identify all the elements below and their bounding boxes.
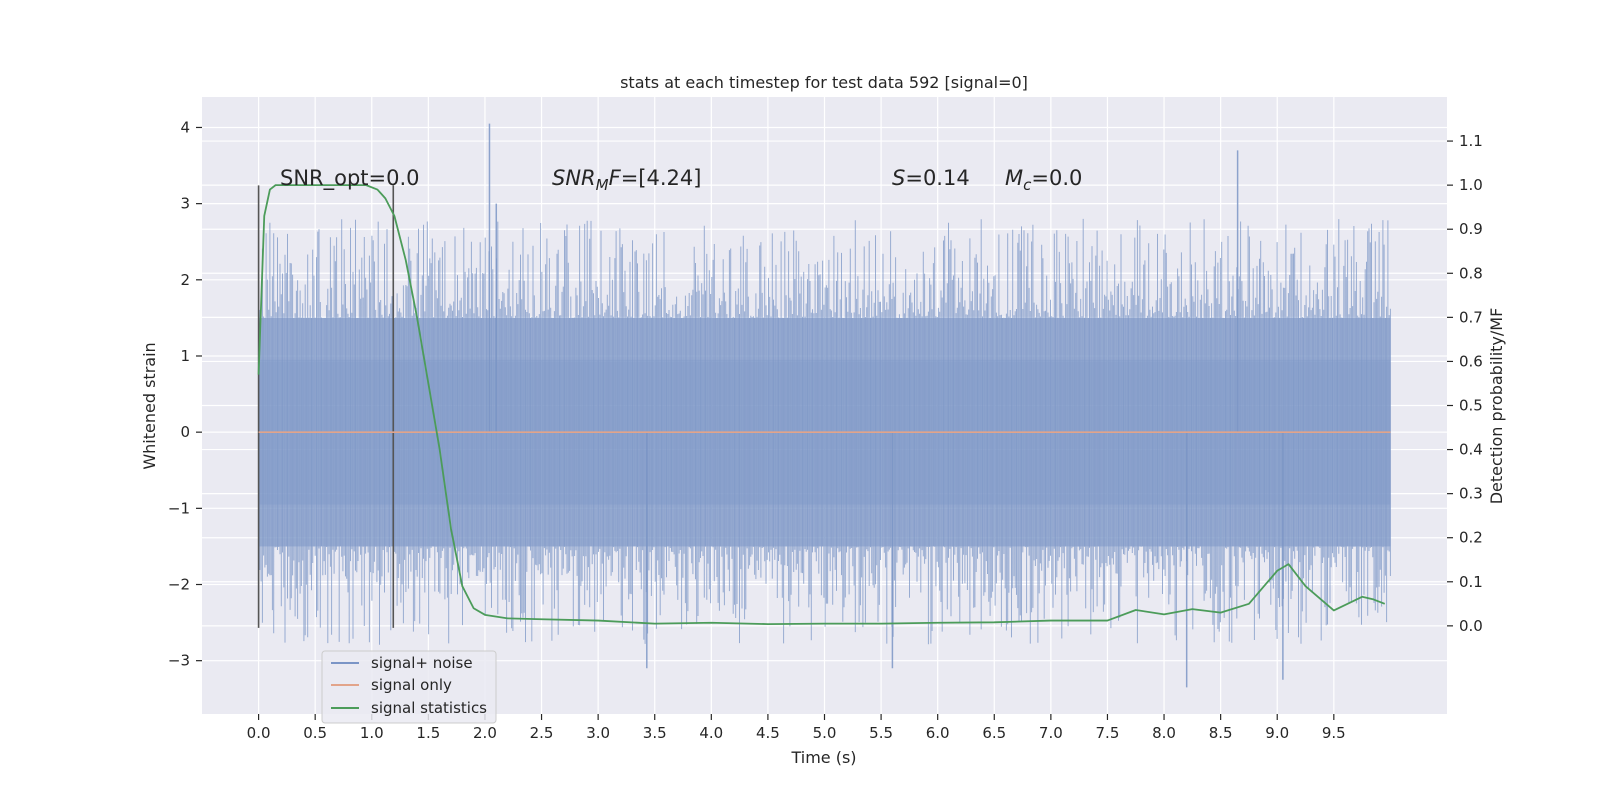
legend-label-signal-noise: signal+ noise [371,654,473,672]
x-tick-label-15: 7.5 [1096,724,1120,742]
legend-box [321,650,497,724]
y-axis-label: Whitened strain [140,342,159,469]
y2-tick-label-3: 0.3 [1459,485,1483,503]
x-tick-label-9: 4.5 [756,724,780,742]
annotation-snr-opt: SNR_opt=0.0 [280,166,420,191]
x-tick-label-16: 8.0 [1152,724,1176,742]
annotation-s: S=0.14 [892,166,970,190]
y-tick-label-1: −2 [168,576,190,594]
x-tick-label-12: 6.0 [926,724,950,742]
vertical-markers [257,185,395,628]
chart-title: stats at each timestep for test data 592… [620,73,1028,92]
y-tick-label-5: 2 [180,271,190,289]
x-tick-label-5: 2.5 [530,724,554,742]
x-tick-label-14: 7.0 [1039,724,1063,742]
x-tick-label-8: 4.0 [699,724,723,742]
s-symbol: S [892,166,905,190]
mc-symbol: M [1005,166,1023,190]
legend-label-signal-only: signal only [371,676,452,694]
snr-mf-subscript: M [596,176,609,194]
y2-tick-label-1: 0.1 [1459,573,1483,591]
x-tick-label-3: 1.5 [416,724,440,742]
s-value: =0.14 [905,166,969,190]
y2-tick-label-7: 0.7 [1459,308,1483,326]
y2-tick-label-9: 0.9 [1459,220,1483,238]
annotation-mc: Mc=0.0 [1005,166,1082,194]
y2-tick-label-6: 0.6 [1459,352,1483,370]
legend: signal+ noise signal only signal statist… [321,650,497,724]
y2-tick-label-5: 0.5 [1459,397,1483,415]
x-axis: 0.0 0.5 1.0 1.5 2.0 2.5 3.0 3.5 4.0 4.5 5.0 5.5 6.0 6… [247,714,1346,742]
y-tick-label-7: 4 [180,118,190,136]
y2-axis-label: Detection probability/MF [1487,308,1506,505]
y-tick-label-0: −3 [168,652,190,670]
y-tick-label-6: 3 [180,195,190,213]
series-lines [257,184,1391,625]
snr-mf-value: =[4.24] [621,166,702,190]
snr-mf-symbol: SNR [552,166,596,190]
x-tick-label-7: 3.5 [643,724,667,742]
mc-subscript: c [1023,176,1032,194]
x-tick-label-18: 9.0 [1265,724,1289,742]
x-tick-label-19: 9.5 [1322,724,1346,742]
x-tick-label-10: 5.0 [813,724,837,742]
x-tick-label-4: 2.0 [473,724,497,742]
y2-tick-label-2: 0.2 [1459,529,1483,547]
x-tick-label-11: 5.5 [869,724,893,742]
y2-tick-label-0: 0.0 [1459,617,1483,635]
y-tick-label-4: 1 [180,347,190,365]
annotations: SNR_opt=0.0 SNRMF=[4.24] S=0.14 Mc=0.0 [280,166,1082,194]
snr-mf-symbol-rest: F [609,166,622,190]
y-tick-label-3: 0 [180,423,190,441]
x-tick-label-1: 0.5 [303,724,327,742]
y2-tick-label-10: 1.0 [1459,176,1483,194]
y-tick-label-2: −1 [168,499,190,517]
line-signal-statistics [257,184,1386,625]
x-axis-label: Time (s) [790,748,856,767]
y2-tick-label-4: 0.4 [1459,441,1483,459]
x-tick-label-17: 8.5 [1209,724,1233,742]
y2-tick-label-11: 1.1 [1459,132,1483,150]
x-tick-label-6: 3.0 [586,724,610,742]
y-axis-left: −3 −2 −1 0 1 2 3 4 [168,118,202,670]
annotation-snr-mf: SNRMF=[4.24] [552,166,701,194]
legend-label-signal-statistics: signal statistics [371,699,487,717]
mc-value: =0.0 [1031,166,1082,190]
y-axis-right: 0.0 0.1 0.2 0.3 0.4 0.5 0.6 0.7 0.8 0.9 1.0 1.1 [1447,132,1483,635]
y2-tick-label-8: 0.8 [1459,264,1483,282]
x-tick-label-13: 6.5 [982,724,1006,742]
x-tick-label-0: 0.0 [247,724,271,742]
x-tick-label-2: 1.0 [360,724,384,742]
